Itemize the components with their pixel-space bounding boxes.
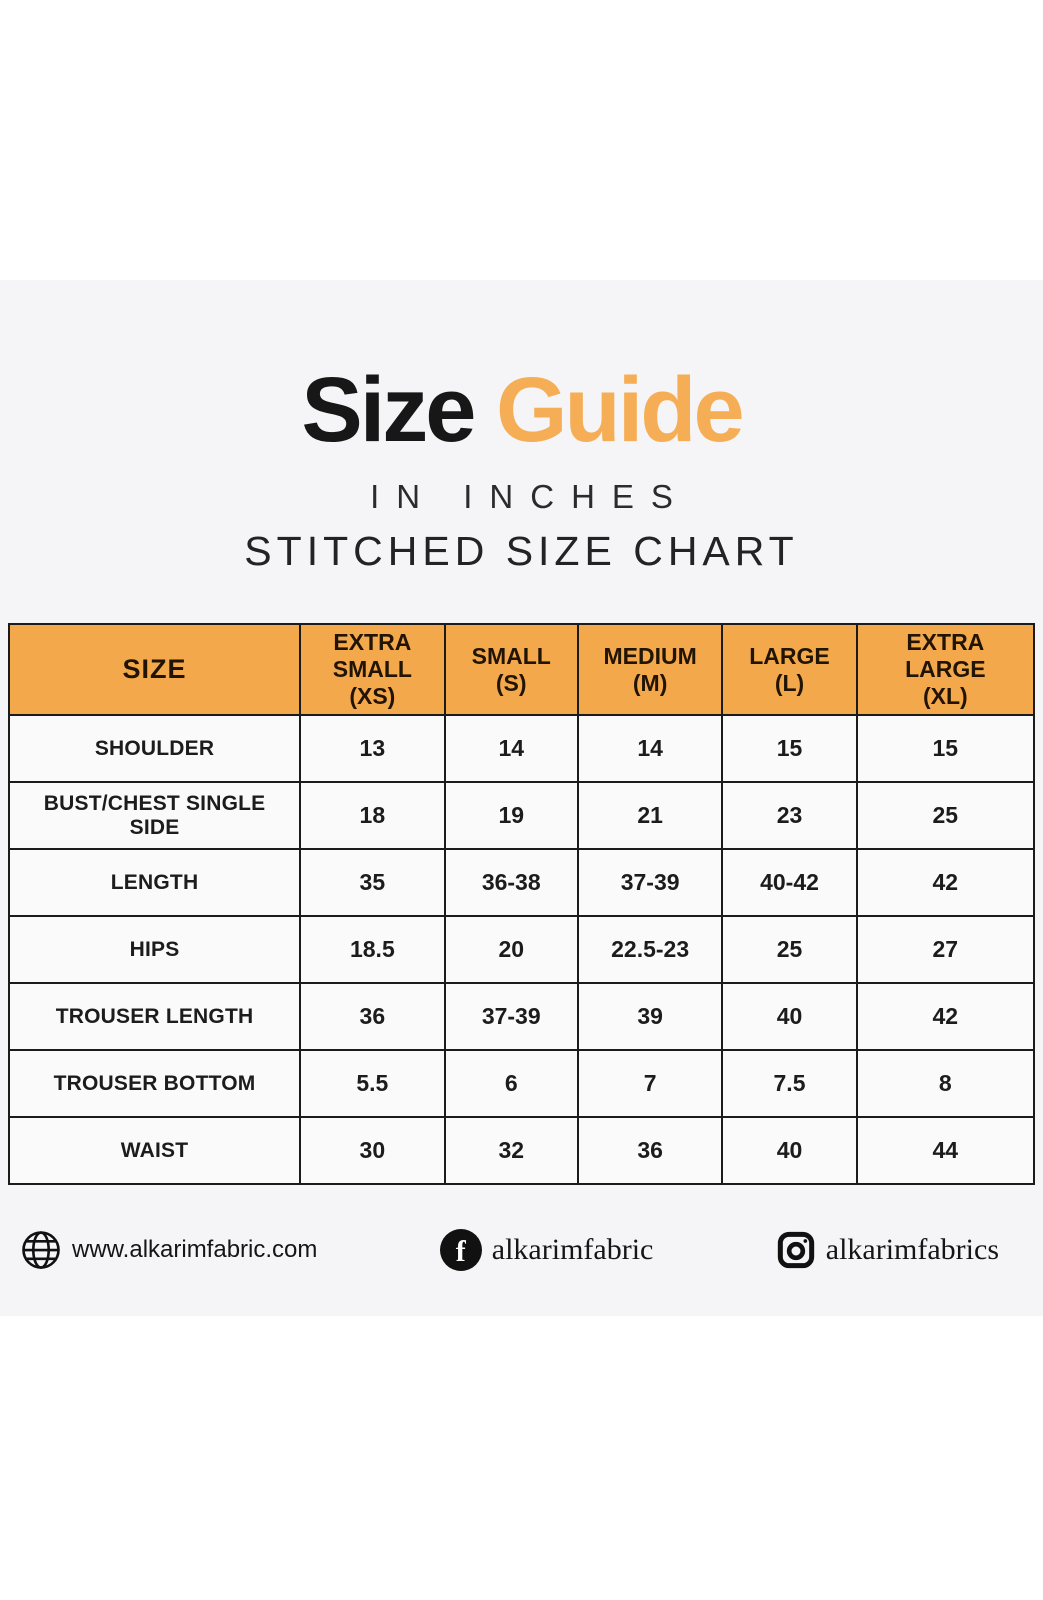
table-row: TROUSER BOTTOM 5.5 6 7 7.5 8 — [7, 1049, 1036, 1119]
cell-value: 8 — [855, 1049, 1036, 1119]
cell-value: 25 — [721, 915, 858, 985]
cell-value: 22.5-23 — [576, 915, 724, 985]
table-header-row: SIZE EXTRA SMALL (XS) SMALL (S) MEDIUM (M) L… — [7, 622, 1036, 717]
size-header: EXTRA LARGE (XL) — [855, 622, 1036, 717]
row-label: HIPS — [7, 915, 302, 985]
cell-value: 5.5 — [299, 1049, 446, 1119]
facebook-icon: f — [439, 1229, 482, 1272]
table-row: LENGTH 35 36-38 37-39 40-42 42 — [7, 848, 1036, 918]
globe-icon — [20, 1229, 62, 1271]
table-row: HIPS 18.5 20 22.5-23 25 27 — [7, 915, 1036, 985]
subtitle-in-inches: IN INCHES — [370, 478, 690, 515]
cell-value: 14 — [443, 714, 579, 784]
cell-value: 37-39 — [443, 982, 579, 1052]
cell-value: 20 — [443, 915, 579, 985]
cell-value: 44 — [855, 1116, 1036, 1186]
title-block: Size Guide IN INCHES STITCHED SIZE CHART — [0, 280, 1043, 575]
row-label: TROUSER BOTTOM — [7, 1049, 302, 1119]
cell-value: 40 — [721, 1116, 858, 1186]
size-header: SMALL (S) — [443, 622, 579, 717]
table-body: SHOULDER 13 14 14 15 15 BUST/CHEST SINGLE SIDE… — [7, 714, 1036, 1186]
cell-value: 7.5 — [721, 1049, 858, 1119]
cell-value: 32 — [443, 1116, 579, 1186]
cell-value: 35 — [299, 848, 446, 918]
cell-value: 15 — [855, 714, 1036, 784]
size-header: EXTRA SMALL (XS) — [299, 622, 446, 717]
footer-instagram: alkarimfabrics — [776, 1230, 999, 1270]
row-label: SHOULDER — [7, 714, 302, 784]
footer-facebook: f alkarimfabric — [439, 1229, 654, 1272]
title-word-size: Size — [301, 359, 476, 461]
size-chart-table: SIZE EXTRA SMALL (XS) SMALL (S) MEDIUM (M) L… — [7, 622, 1036, 1186]
cell-value: 40-42 — [721, 848, 858, 918]
row-label: TROUSER LENGTH — [7, 982, 302, 1052]
facebook-handle: alkarimfabric — [491, 1233, 654, 1267]
row-label: WAIST — [7, 1116, 302, 1186]
cell-value: 36 — [576, 1116, 724, 1186]
cell-value: 39 — [576, 982, 724, 1052]
cell-value: 42 — [855, 982, 1036, 1052]
cell-value: 36-38 — [443, 848, 579, 918]
row-label: BUST/CHEST SINGLE SIDE — [7, 781, 302, 851]
cell-value: 19 — [443, 781, 579, 851]
footer-website: www.alkarimfabric.com — [20, 1229, 317, 1271]
cell-value: 18.5 — [299, 915, 446, 985]
cell-value: 6 — [443, 1049, 579, 1119]
table-row: BUST/CHEST SINGLE SIDE 18 19 21 23 25 — [7, 781, 1036, 851]
cell-value: 15 — [721, 714, 858, 784]
website-url: www.alkarimfabric.com — [72, 1236, 318, 1264]
size-header: LARGE (L) — [721, 622, 858, 717]
content-band: Size Guide IN INCHES STITCHED SIZE CHART… — [0, 280, 1043, 1316]
cell-value: 42 — [855, 848, 1036, 918]
cell-value: 18 — [299, 781, 446, 851]
cell-value: 23 — [721, 781, 858, 851]
instagram-handle: alkarimfabrics — [825, 1233, 999, 1267]
cell-value: 36 — [299, 982, 446, 1052]
cell-value: 27 — [855, 915, 1036, 985]
size-header: MEDIUM (M) — [576, 622, 724, 717]
table-row: TROUSER LENGTH 36 37-39 39 40 42 — [7, 982, 1036, 1052]
title-word-guide: Guide — [495, 359, 745, 461]
cell-value: 37-39 — [576, 848, 724, 918]
table-row: WAIST 30 32 36 40 44 — [7, 1116, 1036, 1186]
instagram-icon — [776, 1230, 816, 1270]
cell-value: 30 — [299, 1116, 446, 1186]
cell-value: 7 — [576, 1049, 724, 1119]
footer: www.alkarimfabric.com f alkarimfabric al… — [20, 1229, 999, 1272]
subtitle-stitched-size-chart: STITCHED SIZE CHART — [244, 528, 799, 574]
size-column-header: SIZE — [7, 622, 302, 717]
cell-value: 13 — [299, 714, 446, 784]
cell-value: 25 — [855, 781, 1036, 851]
row-label: LENGTH — [7, 848, 302, 918]
table-row: SHOULDER 13 14 14 15 15 — [7, 714, 1036, 784]
cell-value: 40 — [721, 982, 858, 1052]
cell-value: 21 — [576, 781, 724, 851]
cell-value: 14 — [576, 714, 724, 784]
page-title: Size Guide — [0, 364, 1043, 456]
